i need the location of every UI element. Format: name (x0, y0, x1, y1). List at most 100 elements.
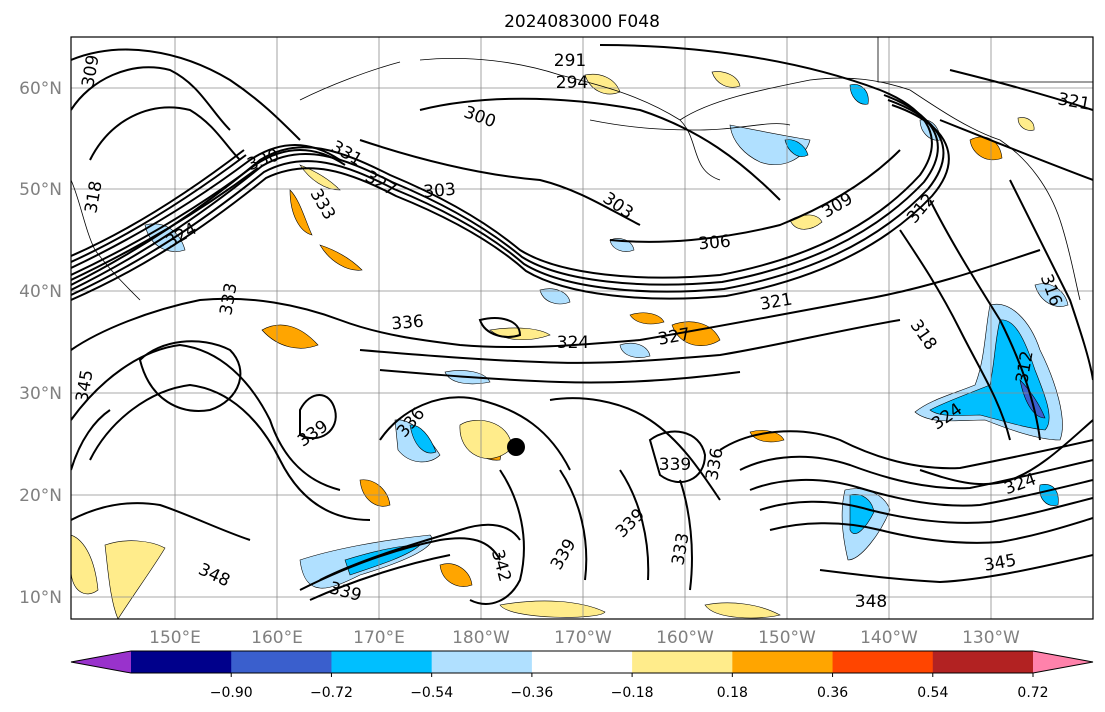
colorbar-outline (70, 650, 1094, 674)
contour-line (719, 430, 1093, 470)
shade-warm (629, 312, 665, 325)
lon-tick-label: 160°E (251, 628, 303, 648)
storm-center-marker (507, 438, 525, 456)
colorbar-extend-low (71, 651, 131, 673)
contour-line (419, 97, 781, 201)
colorbar-tick-label: −0.36 (510, 685, 553, 701)
lon-tick-label: 140°W (860, 628, 918, 648)
colorbar-segment (331, 651, 433, 673)
contour-label: 336 (391, 312, 425, 335)
shade-cool (849, 84, 869, 105)
longitude-tick-labels: 150°E 160°E 170°E 180°W 170°W 160°W 150°W 140°W… (149, 628, 1020, 648)
shade-warm (439, 563, 473, 587)
shade-cool (929, 319, 1050, 431)
contour-line (71, 99, 945, 296)
lon-tick-label: 170°E (353, 628, 405, 648)
contour-line (939, 119, 1093, 181)
colorbar-segment (832, 651, 934, 673)
contour-line (71, 343, 341, 491)
coastline-canada (909, 89, 1081, 301)
lat-tick-label: 40°N (19, 282, 62, 302)
shade-warm (499, 600, 606, 618)
contour-line (759, 497, 1093, 524)
contour-line (899, 229, 1011, 441)
colorbar-tick-label: −0.72 (310, 685, 353, 701)
contour-line (299, 394, 337, 440)
shade-cool (1034, 283, 1069, 307)
coastlines (71, 37, 1093, 301)
shade-warm (711, 71, 741, 88)
shade-cool (409, 424, 437, 454)
contour-label: 306 (698, 232, 732, 255)
contour-line (919, 419, 1093, 486)
lon-tick-label: 150°W (758, 628, 816, 648)
lat-tick-label: 60°N (19, 79, 62, 99)
contour-line (769, 517, 1093, 544)
contour-line (619, 469, 650, 581)
contour-label: 339 (659, 455, 691, 475)
shade-warm (1017, 117, 1035, 131)
shade-cool (784, 139, 809, 157)
contour-line (319, 523, 521, 581)
lat-tick-label: 30°N (19, 384, 62, 404)
colorbar-segment (632, 651, 733, 673)
contour-line (949, 69, 1093, 111)
contour-line (71, 154, 247, 263)
coastline-box (877, 37, 1093, 83)
contour-lines (71, 44, 1093, 605)
contour-line (71, 149, 245, 257)
chart-title: 2024083000 F048 (504, 12, 660, 32)
lat-tick-label: 10°N (19, 588, 62, 608)
contour-line (379, 396, 571, 471)
contour-line (89, 106, 241, 161)
shade-warm (749, 430, 785, 443)
colorbar-tick-label: −0.54 (410, 685, 453, 701)
colorbar-segment (131, 651, 232, 673)
contour-line (819, 554, 1093, 584)
lon-tick-label: 130°W (962, 628, 1020, 648)
contour-line (679, 479, 693, 591)
shade-warm (261, 324, 319, 349)
contour-line (71, 409, 111, 471)
colorbar-tick-label: 0.72 (1017, 685, 1048, 701)
contour-line (138, 340, 242, 412)
contour-line (648, 430, 707, 484)
lon-tick-label: 180°W (452, 628, 510, 648)
coastline-aleutians (589, 119, 791, 131)
contour-line (379, 369, 741, 384)
contour-line (89, 383, 371, 521)
contour-label: 291 (554, 51, 586, 71)
contour-line (71, 144, 341, 269)
contour-line (739, 455, 1093, 490)
shade-warm (104, 540, 166, 619)
colorbar-tick-label: 0.18 (717, 685, 748, 701)
contour-line (929, 199, 1041, 441)
colorbar-segment (932, 651, 1034, 673)
contour-label: 324 (557, 333, 589, 353)
colorbar-tick-label: 0.36 (817, 685, 848, 701)
contour-line (1009, 179, 1093, 381)
contour-line (359, 139, 641, 226)
colorbar-extend-high (1033, 651, 1093, 673)
shade-warm (71, 534, 99, 595)
latitude-tick-labels: 60°N 50°N 40°N 30°N 20°N 10°N (19, 79, 62, 608)
contour-line (469, 469, 525, 605)
coastline-alaska-bering (419, 58, 721, 181)
contour-line (71, 104, 950, 301)
contour-line (71, 502, 251, 541)
colorbar-segment (431, 651, 533, 673)
contour-label: 303 (423, 180, 457, 203)
contour-label: 348 (855, 592, 887, 612)
contour-label: 294 (556, 73, 588, 93)
contour-line (609, 149, 901, 243)
contour-line (71, 167, 259, 281)
lon-tick-label: 150°E (149, 628, 201, 648)
plot-frame (70, 36, 1094, 620)
shade-cool (729, 124, 811, 166)
contour-line (749, 478, 1093, 507)
contour-line (71, 249, 1041, 351)
colorbar (70, 650, 1094, 674)
shade-warm (299, 164, 341, 191)
colorbar-segment (531, 651, 633, 673)
shade-cool (539, 288, 571, 305)
